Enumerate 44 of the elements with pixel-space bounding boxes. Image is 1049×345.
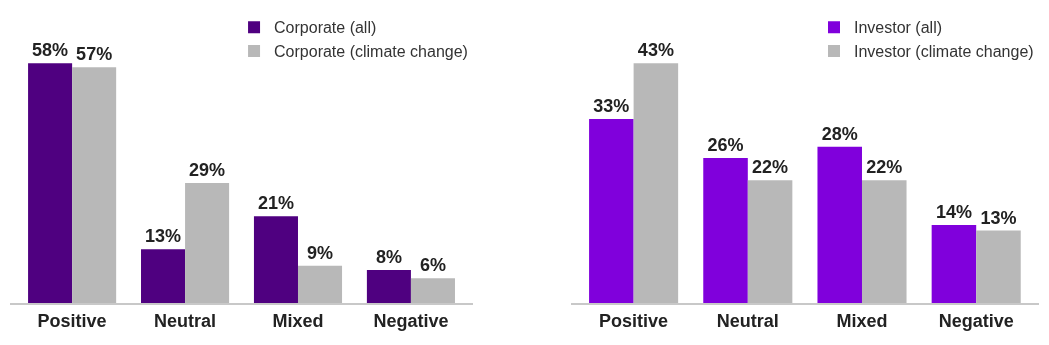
bar bbox=[366, 269, 411, 303]
legend-label: Investor (all) bbox=[854, 19, 943, 37]
x-tick-label: Positive bbox=[37, 310, 107, 331]
data-label: 6% bbox=[419, 255, 446, 276]
data-label: 14% bbox=[935, 201, 972, 222]
data-label: 58% bbox=[32, 40, 69, 61]
x-tick-label: Positive bbox=[599, 310, 669, 331]
data-label: 22% bbox=[866, 157, 903, 178]
data-label: 26% bbox=[707, 134, 744, 155]
bar bbox=[976, 230, 1021, 303]
bar bbox=[253, 216, 298, 303]
data-label: 21% bbox=[257, 193, 294, 214]
data-label: 57% bbox=[76, 44, 113, 65]
bar bbox=[72, 67, 117, 303]
data-label: 9% bbox=[307, 242, 334, 263]
legend-label: Investor (climate change) bbox=[854, 43, 1034, 61]
bar bbox=[633, 63, 679, 303]
bar bbox=[141, 249, 186, 303]
legend-label: Corporate (all) bbox=[274, 19, 377, 37]
x-tick-label: Mixed bbox=[272, 310, 324, 331]
bar bbox=[185, 183, 230, 303]
x-tick-label: Neutral bbox=[716, 310, 779, 331]
data-label: 13% bbox=[980, 207, 1017, 228]
bar bbox=[589, 118, 634, 303]
data-label: 29% bbox=[189, 160, 226, 181]
data-label: 22% bbox=[752, 157, 789, 178]
data-label: 43% bbox=[637, 40, 674, 61]
bar bbox=[297, 265, 343, 303]
bar bbox=[931, 224, 977, 303]
bar bbox=[703, 157, 748, 303]
data-label: 33% bbox=[593, 95, 630, 116]
x-tick-label: Mixed bbox=[836, 310, 888, 331]
x-tick-label: Negative bbox=[938, 310, 1014, 331]
data-label: 13% bbox=[145, 226, 182, 247]
data-label: 8% bbox=[375, 246, 402, 267]
bar bbox=[861, 180, 907, 303]
data-label: 28% bbox=[821, 123, 858, 144]
bar bbox=[28, 63, 73, 303]
bar bbox=[747, 180, 793, 303]
legend-label: Corporate (climate change) bbox=[274, 43, 468, 61]
x-tick-label: Negative bbox=[373, 310, 449, 331]
bar bbox=[410, 278, 455, 303]
bar bbox=[817, 146, 862, 303]
x-tick-label: Neutral bbox=[154, 310, 217, 331]
